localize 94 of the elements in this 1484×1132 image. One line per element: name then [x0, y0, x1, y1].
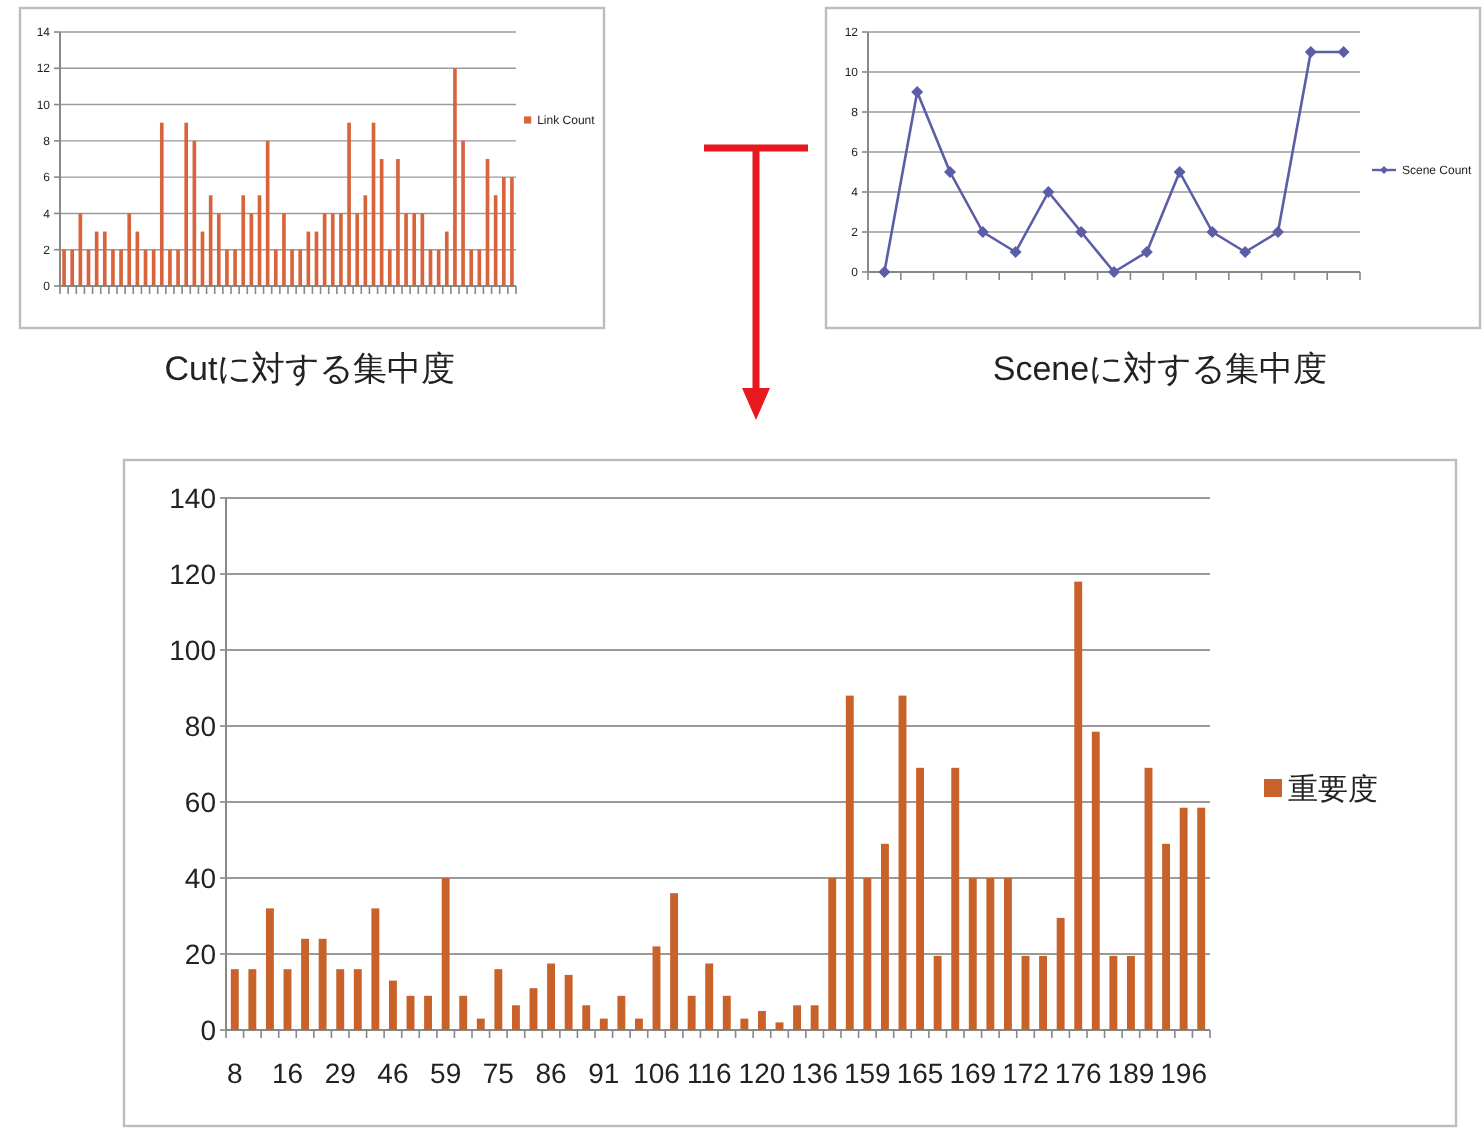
bar: [547, 963, 556, 1030]
bar: [793, 1005, 802, 1030]
bar: [845, 695, 854, 1030]
bar: [757, 1011, 766, 1030]
x-tick-label: 196: [1160, 1057, 1208, 1090]
point: [1304, 46, 1317, 58]
point: [1337, 46, 1350, 58]
y-tick-label: 140: [169, 481, 217, 514]
bar: [424, 995, 433, 1030]
x-tick-label: 172: [1002, 1057, 1050, 1090]
x-tick-label: 106: [633, 1057, 681, 1090]
bar: [810, 1005, 819, 1030]
bar: [1126, 955, 1135, 1030]
bar: [916, 767, 925, 1030]
bar: [494, 969, 503, 1030]
x-tick-label: 29: [324, 1057, 357, 1090]
bar: [670, 893, 679, 1030]
x-tick-label: 75: [482, 1057, 515, 1090]
point: [1108, 266, 1120, 278]
x-tick-label: 16: [271, 1057, 304, 1090]
bar: [705, 963, 714, 1030]
bar: [617, 995, 626, 1030]
x-tick-label: 116: [686, 1057, 732, 1090]
legend-label: 重要度: [1288, 772, 1378, 807]
y-tick-label: 60: [184, 785, 217, 818]
point: [1272, 226, 1284, 238]
bar: [634, 1018, 643, 1030]
bar: [1197, 807, 1206, 1030]
point: [1075, 226, 1088, 238]
y-tick-label: 80: [184, 709, 217, 742]
bar: [248, 969, 257, 1030]
bar: [986, 878, 995, 1030]
y-tick-label: 40: [184, 861, 217, 894]
point: [911, 86, 924, 98]
bar: [441, 878, 450, 1030]
bar: [1074, 581, 1083, 1030]
bar: [1039, 955, 1048, 1030]
bar: [582, 1005, 591, 1030]
point: [1173, 166, 1186, 178]
text: Cutに対する集中度: [164, 350, 456, 388]
bar: [740, 1018, 749, 1030]
point: [878, 266, 891, 278]
x-tick-label: 46: [377, 1057, 409, 1090]
y-tick-label: 120: [169, 557, 217, 590]
bar: [1003, 878, 1012, 1030]
text: Sceneに対する集中度: [992, 350, 1328, 388]
x-tick-label: 8: [226, 1057, 243, 1090]
point: [1239, 246, 1252, 258]
x-tick-label: 120: [738, 1057, 786, 1090]
bar: [336, 969, 345, 1030]
bar: [828, 878, 837, 1030]
bar: [1179, 807, 1188, 1030]
y-tick-label: 0: [200, 1013, 217, 1046]
bar: [459, 995, 468, 1030]
bar: [353, 969, 362, 1030]
y-tick-label: 100: [169, 633, 217, 666]
point: [1206, 226, 1219, 238]
bar: [318, 938, 327, 1030]
bar: [301, 938, 310, 1030]
bar: [599, 1018, 608, 1030]
y-tick-label: 20: [184, 937, 217, 970]
point: [1009, 246, 1022, 258]
x-tick-label: 165: [896, 1057, 944, 1090]
bar: [775, 1022, 784, 1030]
point: [944, 166, 956, 178]
bar: [1056, 917, 1065, 1030]
point: [1042, 186, 1055, 198]
bar: [968, 878, 977, 1030]
bar: [564, 974, 573, 1030]
bar: [1109, 955, 1118, 1030]
bar: [511, 1005, 520, 1030]
bar: [933, 955, 942, 1030]
bar: [265, 908, 274, 1030]
bar: [863, 878, 872, 1030]
bar: [951, 767, 960, 1030]
bar: [371, 908, 380, 1030]
bar: [722, 995, 731, 1030]
bar: [687, 995, 696, 1030]
x-tick-label: 176: [1054, 1057, 1102, 1090]
x-tick-label: 59: [430, 1057, 462, 1090]
bar: [1091, 731, 1100, 1030]
x-tick-label: 86: [535, 1057, 568, 1090]
x-tick-label: 169: [949, 1057, 997, 1090]
point: [976, 226, 989, 238]
bar: [1162, 843, 1171, 1030]
x-tick-label: 189: [1107, 1057, 1155, 1090]
bar: [230, 969, 239, 1030]
bar: [476, 1018, 485, 1030]
point: [1140, 246, 1153, 258]
bar: [388, 980, 397, 1030]
x-tick-label: 136: [791, 1057, 839, 1090]
x-tick-label: 91: [588, 1057, 620, 1090]
bar: [880, 843, 889, 1030]
x-tick-label: 159: [844, 1057, 892, 1090]
